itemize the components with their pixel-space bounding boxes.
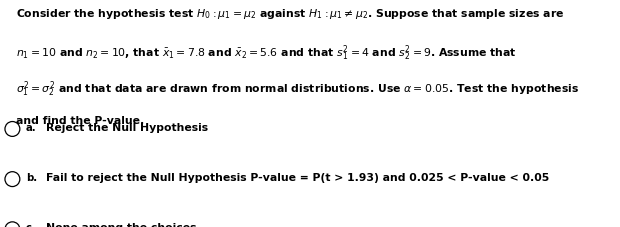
Text: Fail to reject the Null Hypothesis P-value = P(t > 1.93) and 0.025 < P-value < 0: Fail to reject the Null Hypothesis P-val…: [46, 173, 550, 183]
Text: $n_1 = 10$ and $n_2 = 10$, that $\bar{x}_1 = 7.8$ and $\bar{x}_2 = 5.6$ and that: $n_1 = 10$ and $n_2 = 10$, that $\bar{x}…: [16, 43, 516, 63]
Text: None among the choices: None among the choices: [46, 222, 197, 227]
Text: a.: a.: [26, 123, 37, 133]
Text: b.: b.: [26, 173, 37, 183]
Text: Reject the Null Hypothesis: Reject the Null Hypothesis: [46, 123, 208, 133]
Text: c.: c.: [26, 222, 36, 227]
Text: $\sigma_1^2 = \sigma_2^2$ and that data are drawn from normal distributions. Use: $\sigma_1^2 = \sigma_2^2$ and that data …: [16, 79, 578, 99]
Text: and find the P-value.: and find the P-value.: [16, 116, 144, 126]
Text: Consider the hypothesis test $H_0: \mu_1 = \mu_2$ against $H_1: \mu_1 \neq \mu_2: Consider the hypothesis test $H_0: \mu_1…: [16, 7, 564, 21]
